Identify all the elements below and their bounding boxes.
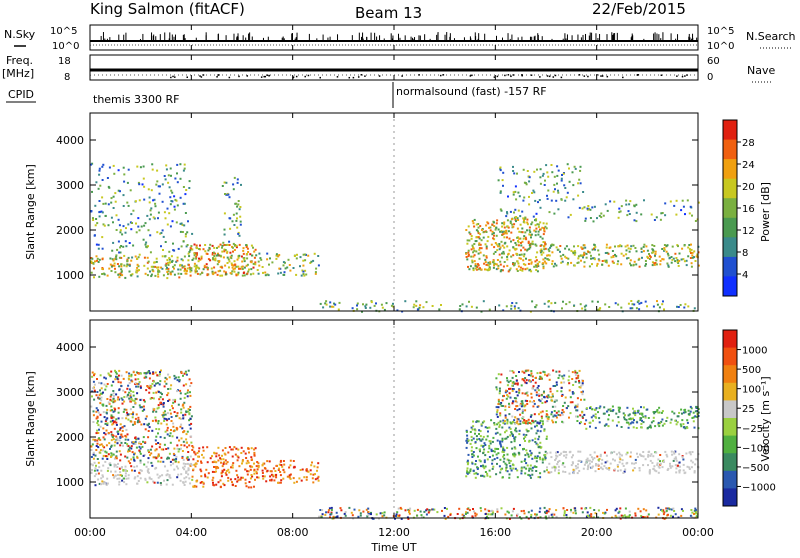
nsky-tick-low: 10^0 xyxy=(52,41,79,52)
region-e-fade xyxy=(255,252,320,277)
colorbar-swatch xyxy=(723,470,737,489)
freq-tick-low: 8 xyxy=(64,72,70,83)
cpid-segment-themis: themis 3300 RF xyxy=(93,93,180,106)
y-tick-label: 2000 xyxy=(56,431,84,444)
colorbar-swatch xyxy=(723,276,737,297)
region-v-upper xyxy=(495,369,586,426)
beam-title: Beam 13 xyxy=(355,4,422,22)
colorbar-swatch xyxy=(723,256,737,277)
colorbar-swatch xyxy=(723,418,737,437)
y-tick-label: 1000 xyxy=(56,476,84,489)
nsky-tick-high: 10^5 xyxy=(50,26,77,37)
power-ylabel: Slant Range [km] xyxy=(24,164,37,260)
nsearch-label: N.Search xyxy=(746,30,796,43)
power-heatmap xyxy=(90,113,700,313)
x-tick-label: 04:00 xyxy=(175,526,207,539)
colorbar-tick-label: −500 xyxy=(742,463,769,474)
nsearch-tick-low: 10^0 xyxy=(707,41,734,52)
colorbar-tick-label: 8 xyxy=(742,248,748,259)
colorbar-swatch xyxy=(723,488,737,507)
nsearch-tick-high: 10^5 xyxy=(707,26,734,37)
colorbar-tick-label: 16 xyxy=(742,204,755,215)
x-tick-label: 12:00 xyxy=(378,526,410,539)
colorbar-swatch xyxy=(723,453,737,472)
y-tick-label: 3000 xyxy=(56,386,84,399)
power-colorbar: 28 24 20 16 12 8 4 xyxy=(722,119,755,297)
region-v-band xyxy=(546,450,700,475)
velocity-colorbar-label: Velocity [m s⁻¹] xyxy=(759,376,772,461)
nave-label: Nave xyxy=(747,64,775,77)
colorbar-tick-label: 100 xyxy=(742,385,761,396)
colorbar-swatch xyxy=(723,330,737,349)
colorbar-swatch xyxy=(723,198,737,219)
region-e-afternoon-patch xyxy=(186,243,257,277)
colorbar-tick-label: 500 xyxy=(742,365,761,376)
date-title: 22/Feb/2015 xyxy=(592,0,686,18)
region-e-spike xyxy=(221,176,242,245)
colorbar-tick-label: 24 xyxy=(742,160,755,171)
nave-tick-low: 0 xyxy=(707,72,713,83)
region-e-morning-upper xyxy=(90,162,194,257)
colorbar-swatch xyxy=(723,139,737,160)
colorbar-tick-label: −25 xyxy=(742,424,763,435)
y-tick-label: 3000 xyxy=(56,179,84,192)
power-colorbar-label: Power [dB] xyxy=(759,182,772,242)
x-axis-label: Time UT xyxy=(370,541,416,554)
colorbar-swatch xyxy=(723,120,737,141)
freq-trace xyxy=(90,47,792,83)
nsky-trace xyxy=(90,32,698,46)
region-v-morning-band xyxy=(90,461,194,487)
region-v-afternoon xyxy=(191,446,257,489)
colorbar-swatch xyxy=(723,159,737,180)
region-near-range xyxy=(319,299,696,313)
colorbar-swatch xyxy=(723,365,737,384)
velocity-heatmap xyxy=(90,320,700,520)
colorbar-tick-label: 25 xyxy=(742,404,755,415)
x-tick-label: 00:00 xyxy=(682,526,714,539)
freq-tick-high: 18 xyxy=(58,56,71,67)
region-w-band xyxy=(546,243,700,268)
colorbar-swatch xyxy=(723,435,737,454)
colorbar-tick-label: −1000 xyxy=(742,482,776,493)
region-v-block xyxy=(465,419,548,479)
region-w-block xyxy=(465,216,548,273)
x-tick-label: 20:00 xyxy=(581,526,613,539)
freq-label: Freq. xyxy=(6,54,33,67)
colorbar-tick-label: 4 xyxy=(742,270,748,281)
colorbar-tick-label: 1000 xyxy=(742,346,767,357)
colorbar-swatch xyxy=(723,347,737,366)
colorbar-tick-label: −100 xyxy=(742,443,769,454)
region-e-morning-band xyxy=(90,254,188,280)
colorbar-swatch xyxy=(723,217,737,238)
colorbar-swatch xyxy=(723,382,737,401)
y-tick-label: 1000 xyxy=(56,269,84,282)
velocity-ylabel: Slant Range [km] xyxy=(24,371,37,467)
colorbar-tick-label: 28 xyxy=(742,138,755,149)
colorbar-swatch xyxy=(723,237,737,258)
region-w-upper xyxy=(497,163,586,219)
y-tick-label: 4000 xyxy=(56,134,84,147)
station-title: King Salmon (fitACF) xyxy=(90,0,245,18)
colorbar-swatch xyxy=(723,178,737,199)
region-v-near xyxy=(318,506,699,520)
x-tick-label: 16:00 xyxy=(479,526,511,539)
region-v-morning-upper xyxy=(90,369,194,464)
cpid-segment-normalsound: normalsound (fast) -157 RF xyxy=(396,85,547,98)
colorbar-tick-label: 20 xyxy=(742,182,755,193)
mhz-label: [MHz] xyxy=(2,67,34,80)
x-tick-label: 00:00 xyxy=(74,526,106,539)
region-w-high xyxy=(584,199,700,223)
velocity-colorbar: 1000 500 100 25 −25 −100 −500 −1000 xyxy=(722,329,776,507)
region-v-high xyxy=(585,405,700,430)
nave-tick-high: 60 xyxy=(707,56,720,67)
y-tick-label: 2000 xyxy=(56,224,84,237)
region-v-fade xyxy=(255,459,320,484)
colorbar-swatch xyxy=(723,400,737,419)
colorbar-tick-label: 12 xyxy=(742,226,755,237)
cpid-label: CPID xyxy=(8,88,34,101)
y-tick-label: 4000 xyxy=(56,341,84,354)
nsky-label: N.Sky xyxy=(4,28,36,41)
x-tick-label: 08:00 xyxy=(277,526,309,539)
